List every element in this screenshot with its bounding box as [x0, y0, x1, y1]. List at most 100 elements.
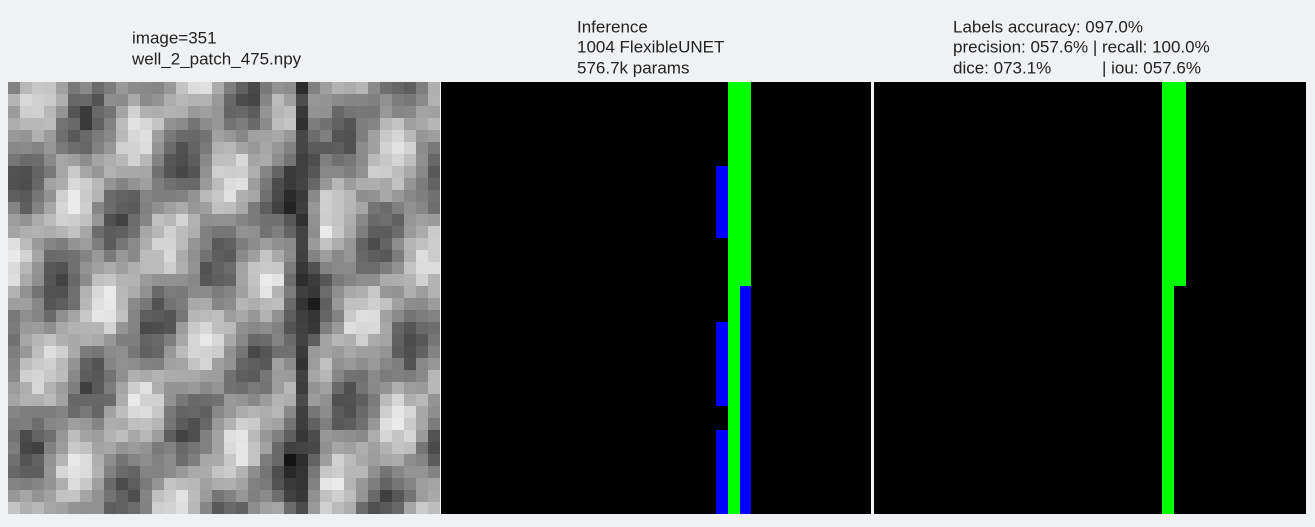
pixel: [104, 502, 116, 514]
pixel: [368, 430, 380, 442]
pixel: [344, 226, 356, 238]
pixel: [44, 238, 56, 250]
pixel: [344, 94, 356, 106]
pixel: [248, 322, 260, 334]
pixel: [104, 214, 116, 226]
pixel: [236, 166, 248, 178]
pixel: [116, 142, 128, 154]
pixel: [308, 202, 320, 214]
pixel: [284, 202, 296, 214]
pixel: [224, 466, 236, 478]
pixel: [368, 82, 380, 94]
pixel: [92, 406, 104, 418]
pixel: [152, 346, 164, 358]
pixel: [368, 322, 380, 334]
pixel: [224, 118, 236, 130]
pixel: [200, 454, 212, 466]
pixel: [188, 82, 200, 94]
pixel: [332, 154, 344, 166]
pixel: [356, 154, 368, 166]
pixel: [248, 262, 260, 274]
pixel: [20, 130, 32, 142]
pixel: [428, 370, 440, 382]
pixel: [104, 286, 116, 298]
pixel: [32, 430, 44, 442]
pixel: [428, 322, 440, 334]
pixel: [296, 274, 308, 286]
pixel: [152, 154, 164, 166]
pixel: [368, 238, 380, 250]
pixel: [164, 106, 176, 118]
pixel: [272, 334, 284, 346]
pixel: [8, 382, 20, 394]
pixel: [80, 322, 92, 334]
pixel: [260, 466, 272, 478]
pixel: [320, 238, 332, 250]
pixel: [140, 274, 152, 286]
pixel: [20, 226, 32, 238]
pixel: [92, 106, 104, 118]
pixel: [140, 490, 152, 502]
pixel: [116, 346, 128, 358]
pixel: [248, 142, 260, 154]
pixel: [164, 250, 176, 262]
pixel: [332, 334, 344, 346]
pixel: [176, 130, 188, 142]
pixel: [128, 166, 140, 178]
pixel: [368, 178, 380, 190]
pixel: [260, 154, 272, 166]
pixel: [140, 226, 152, 238]
pixel: [200, 166, 212, 178]
pixel: [164, 358, 176, 370]
pixel: [236, 382, 248, 394]
pixel: [392, 334, 404, 346]
pixel: [92, 466, 104, 478]
pixel: [380, 178, 392, 190]
pixel: [416, 214, 428, 226]
pixel: [416, 274, 428, 286]
pixel: [356, 430, 368, 442]
pixel: [260, 430, 272, 442]
pixel: [176, 154, 188, 166]
pixel: [176, 490, 188, 502]
pixel: [356, 286, 368, 298]
pixel: [284, 226, 296, 238]
pixel: [272, 310, 284, 322]
pixel: [224, 358, 236, 370]
pixel: [92, 334, 104, 346]
pixel: [188, 154, 200, 166]
pixel: [356, 82, 368, 94]
pixel: [320, 94, 332, 106]
pixel: [68, 418, 80, 430]
pixel: [176, 310, 188, 322]
pixel: [344, 154, 356, 166]
pixel: [44, 178, 56, 190]
pixel: [332, 142, 344, 154]
pixel: [200, 106, 212, 118]
pixel: [152, 466, 164, 478]
pixel: [32, 94, 44, 106]
pixel: [236, 106, 248, 118]
pixel: [260, 322, 272, 334]
pixel: [8, 442, 20, 454]
pixel: [176, 442, 188, 454]
pixel: [104, 322, 116, 334]
pixel: [176, 298, 188, 310]
pixel: [116, 322, 128, 334]
pixel: [212, 406, 224, 418]
pixel: [140, 82, 152, 94]
pixel: [248, 106, 260, 118]
pixel: [380, 82, 392, 94]
pixel: [164, 178, 176, 190]
pixel: [380, 154, 392, 166]
pixel: [212, 166, 224, 178]
pixel: [392, 178, 404, 190]
pixel: [224, 442, 236, 454]
pixel: [104, 178, 116, 190]
pixel: [80, 286, 92, 298]
pixel: [224, 502, 236, 514]
pixel: [188, 262, 200, 274]
pixel: [428, 238, 440, 250]
pixel: [104, 382, 116, 394]
pixel: [176, 106, 188, 118]
